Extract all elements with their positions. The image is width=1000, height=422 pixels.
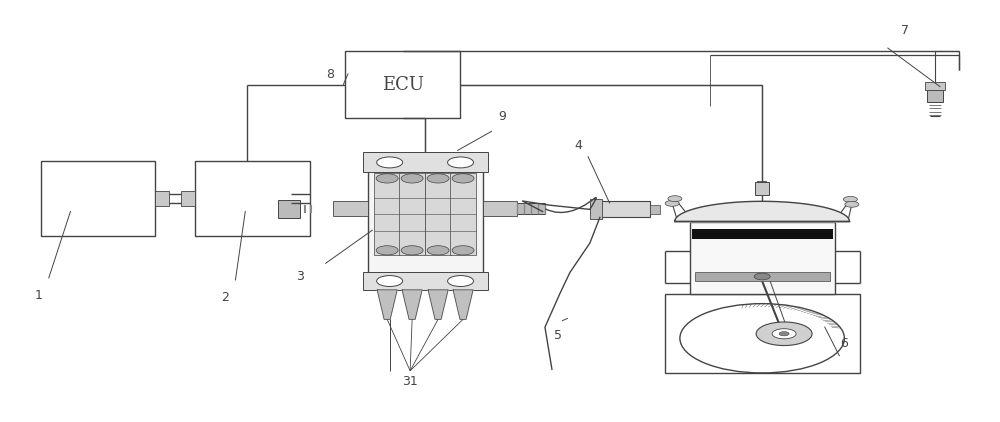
Text: 9: 9 [498,110,506,123]
Text: 4: 4 [574,139,582,152]
Bar [483,201,517,216]
Text: 31: 31 [402,375,418,388]
Bar [927,90,943,102]
Circle shape [376,246,398,255]
Bar [181,191,195,206]
Circle shape [668,196,682,202]
Text: 7: 7 [901,24,909,38]
Bar [345,51,460,119]
Circle shape [427,174,449,183]
Circle shape [843,196,857,202]
Bar [278,200,300,218]
Bar [155,191,169,206]
Circle shape [665,200,679,206]
Text: 1: 1 [35,289,43,302]
Circle shape [401,174,423,183]
Bar [517,203,545,214]
Bar [195,160,310,236]
Bar [690,222,835,294]
Bar [692,229,833,239]
Bar [374,173,400,255]
Polygon shape [377,290,397,319]
Circle shape [754,273,770,280]
Bar [925,82,945,90]
Circle shape [376,174,398,183]
Bar [363,152,488,172]
Bar [41,160,155,236]
Bar [425,173,451,255]
Circle shape [452,174,474,183]
Circle shape [427,246,449,255]
Circle shape [448,157,474,168]
Bar [695,272,830,281]
Circle shape [377,157,403,168]
Circle shape [756,322,812,346]
Text: 2: 2 [221,291,229,304]
Bar [450,173,476,255]
Circle shape [845,201,859,207]
Bar [333,201,368,216]
Circle shape [377,276,403,287]
Text: 8: 8 [326,68,334,81]
Polygon shape [453,290,473,319]
Circle shape [401,246,423,255]
Bar [665,294,860,373]
Bar [399,173,425,255]
Polygon shape [428,290,448,319]
Circle shape [448,276,474,287]
Polygon shape [675,201,850,222]
Polygon shape [402,290,422,319]
Text: 6: 6 [841,337,848,350]
Circle shape [779,332,789,336]
Text: 5: 5 [554,329,562,341]
Text: ECU: ECU [382,76,424,94]
Text: 3: 3 [296,270,304,283]
Circle shape [772,329,796,339]
Bar [650,205,660,214]
Bar [368,153,483,273]
Bar [755,182,769,195]
Bar [363,272,488,290]
Bar [600,201,650,217]
Bar [590,199,602,219]
Circle shape [452,246,474,255]
